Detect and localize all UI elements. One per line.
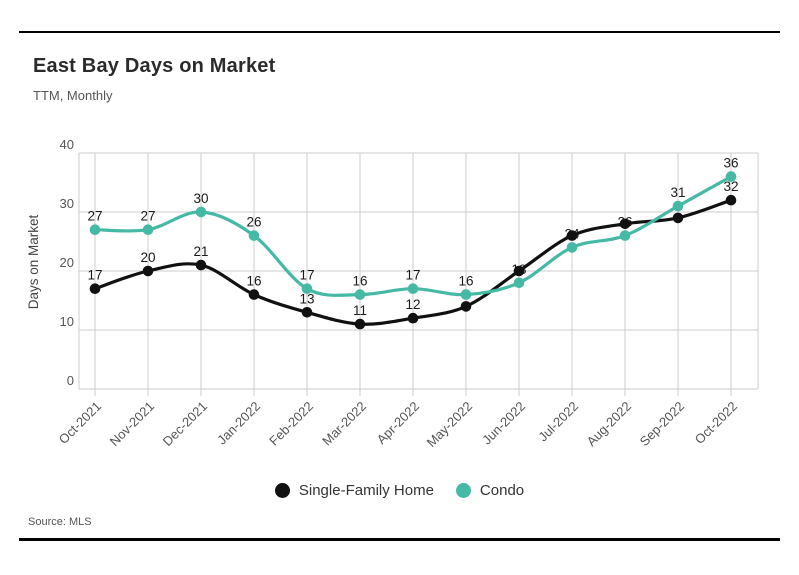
data-point-label: 26 — [246, 215, 261, 230]
data-point-label: 20 — [140, 250, 155, 265]
x-tick-label: Dec-2021 — [160, 399, 210, 449]
data-point[interactable] — [354, 318, 366, 330]
data-point-label: 17 — [87, 268, 102, 283]
x-tick-label: Jan-2022 — [214, 399, 263, 448]
data-point[interactable] — [460, 289, 472, 300]
data-point[interactable] — [619, 230, 631, 241]
x-tick-label: Feb-2022 — [266, 399, 316, 449]
data-point[interactable] — [725, 194, 737, 206]
top-rule — [19, 31, 780, 33]
y-tick-label: 30 — [60, 196, 74, 211]
data-point[interactable] — [672, 200, 684, 212]
data-point-label: 16 — [246, 274, 261, 289]
data-point-label: 11 — [353, 303, 367, 318]
data-point[interactable] — [248, 289, 260, 300]
data-point[interactable] — [89, 283, 101, 295]
x-tick-label: Jun-2022 — [479, 399, 528, 448]
source-note: Source: MLS — [28, 516, 92, 528]
data-point[interactable] — [89, 224, 101, 235]
chart-legend: Single-Family Home Condo — [0, 482, 799, 499]
bottom-rule — [19, 538, 780, 541]
data-point[interactable] — [513, 265, 525, 277]
data-point[interactable] — [195, 259, 207, 271]
data-point[interactable] — [407, 283, 419, 295]
y-tick-label: 0 — [67, 373, 74, 388]
data-point[interactable] — [513, 277, 525, 289]
x-tick-label: May-2022 — [424, 399, 475, 450]
y-tick-label: 20 — [60, 255, 74, 270]
data-point-label: 32 — [723, 179, 738, 194]
x-tick-label: Oct-2021 — [56, 399, 104, 447]
data-point-label: 21 — [193, 244, 208, 259]
data-point-label: 30 — [193, 191, 208, 206]
legend-label: Condo — [479, 482, 525, 499]
data-point[interactable] — [566, 242, 578, 253]
x-tick-label: Aug-2022 — [584, 399, 634, 449]
data-point[interactable] — [354, 289, 366, 300]
y-axis-title: Days on Market — [26, 214, 41, 309]
data-point[interactable] — [142, 265, 154, 277]
data-point[interactable] — [725, 171, 737, 182]
line-chart: 0 10 20 30 40 Oct-2021 Nov-2021 Dec-2021 Jan-202… — [26, 137, 759, 450]
data-point-label: 13 — [299, 291, 314, 306]
x-tick-label: Mar-2022 — [319, 399, 369, 449]
data-point-label: 31 — [670, 185, 685, 200]
x-tick-label: Sep-2022 — [637, 399, 687, 449]
data-point-label: 27 — [87, 209, 102, 224]
legend-item-single-family: Single-Family Home — [274, 482, 434, 499]
single-family-swatch-icon — [274, 483, 290, 498]
y-tick-label: 40 — [60, 137, 74, 152]
data-point-label: 27 — [140, 209, 155, 224]
data-point-label: 12 — [405, 297, 420, 312]
y-tick-label: 10 — [60, 314, 74, 329]
data-point[interactable] — [619, 218, 631, 230]
chart-subtitle: TTM, Monthly — [33, 88, 113, 103]
x-tick-label: Nov-2021 — [107, 399, 157, 449]
data-point-label: 16 — [458, 274, 473, 289]
x-tick-label: Oct-2022 — [692, 399, 740, 447]
data-point[interactable] — [566, 230, 578, 241]
x-tick-label: Apr-2022 — [374, 399, 422, 447]
legend-label: Single-Family Home — [298, 482, 434, 499]
legend-item-condo: Condo — [455, 482, 525, 499]
data-point[interactable] — [248, 230, 260, 241]
condo-swatch-icon — [455, 483, 471, 498]
data-point[interactable] — [142, 224, 154, 235]
data-point[interactable] — [195, 206, 207, 218]
data-point-label: 17 — [299, 268, 314, 283]
page-title: East Bay Days on Market — [33, 55, 276, 77]
data-point[interactable] — [301, 307, 313, 318]
data-point[interactable] — [407, 312, 419, 324]
data-point-label: 17 — [405, 268, 420, 283]
data-point[interactable] — [672, 212, 684, 224]
data-point-label: 36 — [723, 156, 738, 171]
data-point[interactable] — [301, 283, 313, 295]
data-point[interactable] — [460, 301, 472, 312]
x-tick-label: Jul-2022 — [535, 399, 581, 445]
data-point-label: 16 — [352, 274, 367, 289]
